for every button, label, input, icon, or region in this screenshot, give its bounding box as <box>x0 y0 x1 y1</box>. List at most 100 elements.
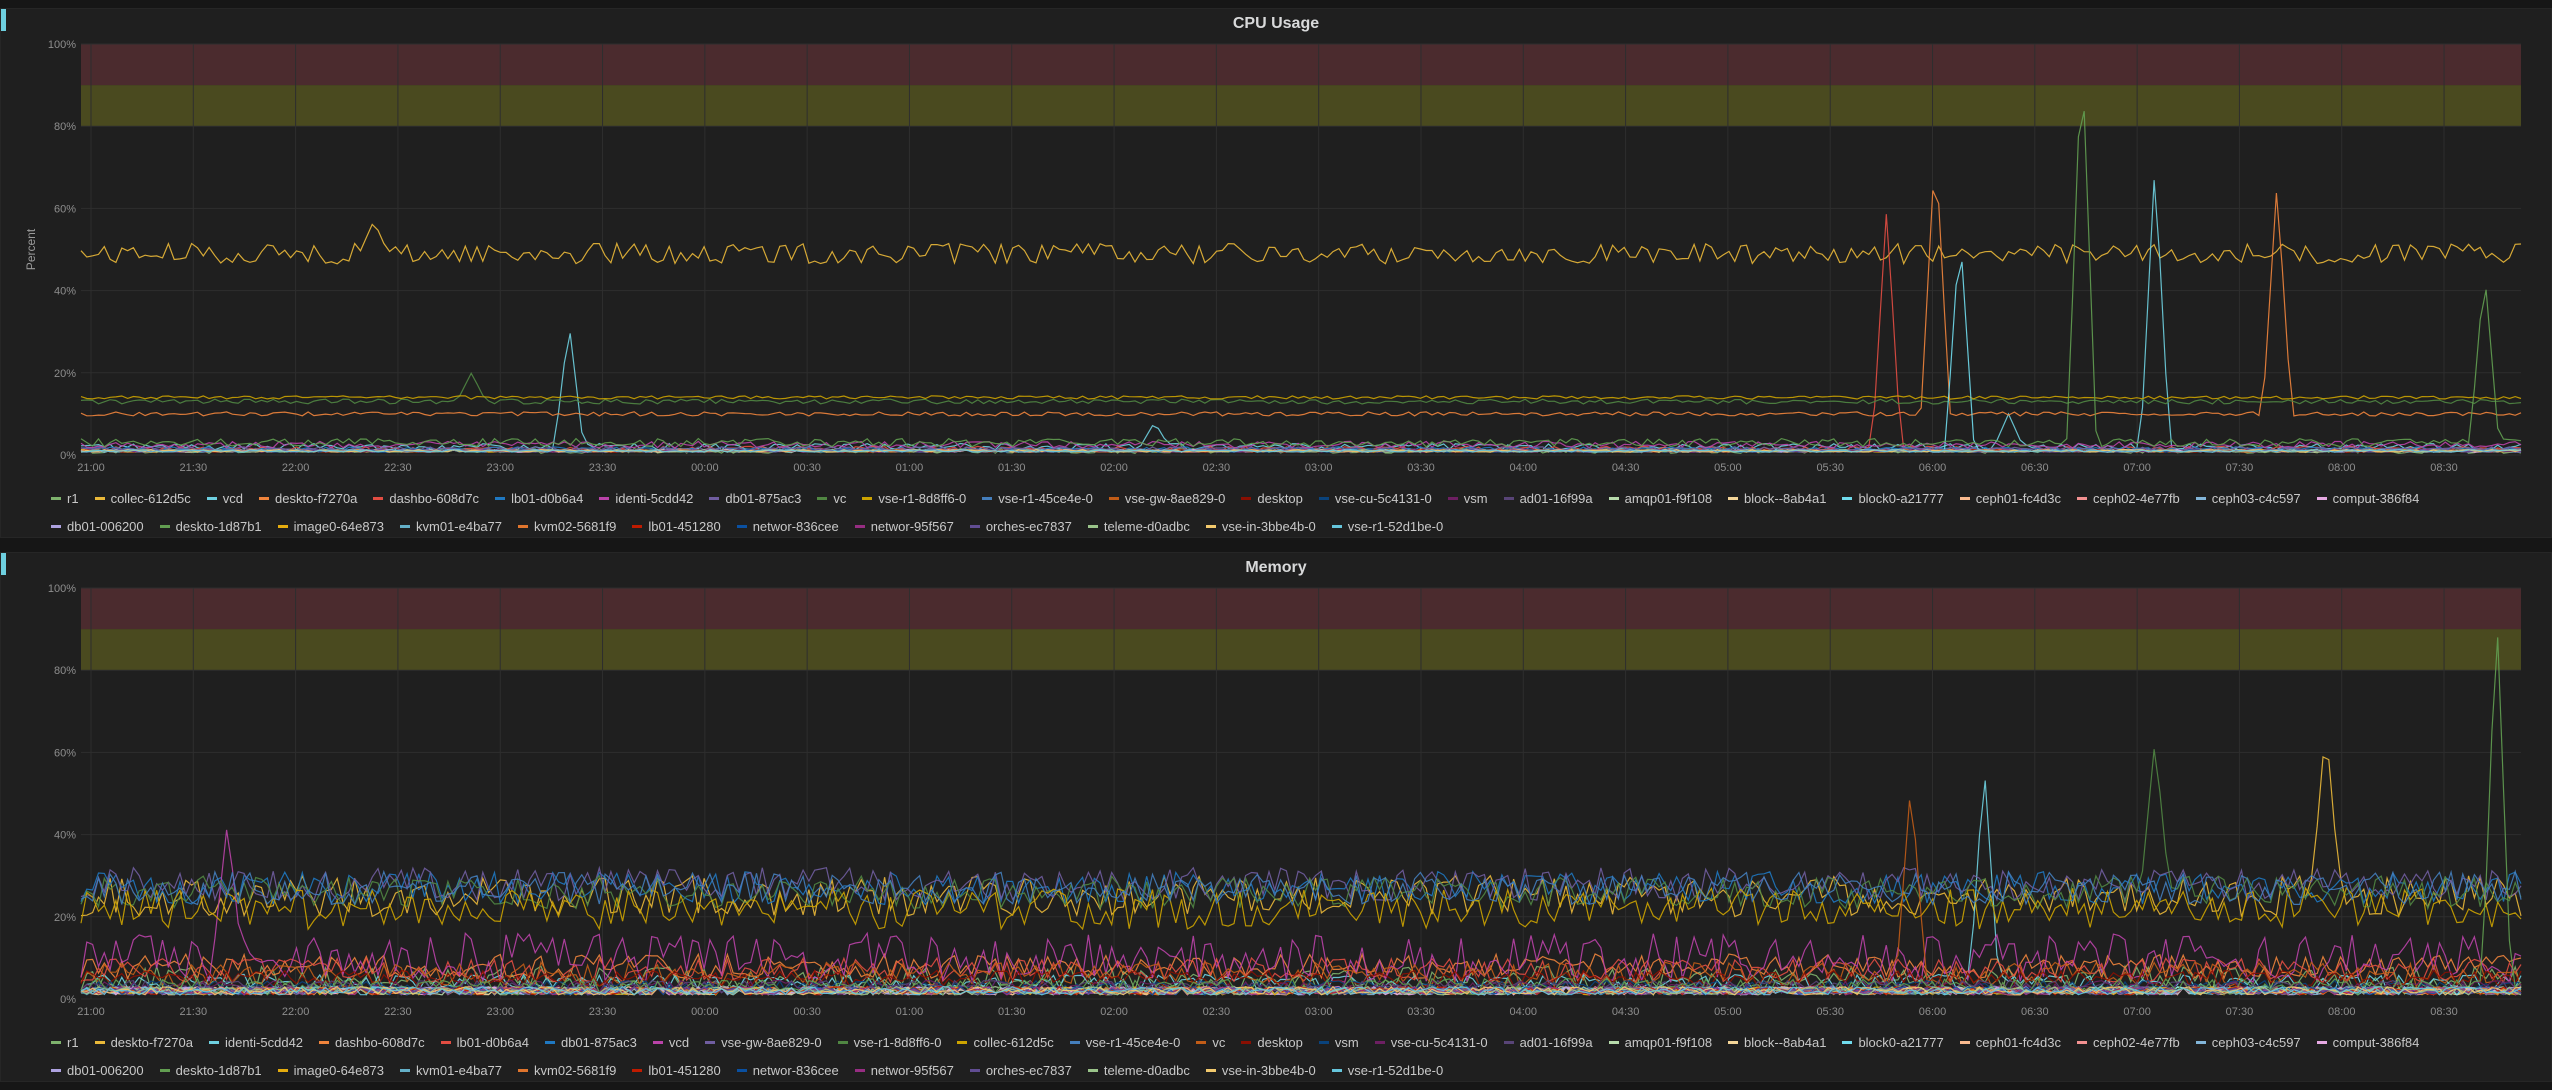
legend-item[interactable]: amqp01-f9f108 <box>1608 1028 1712 1056</box>
legend-item[interactable]: vse-in-3bbe4b-0 <box>1205 512 1316 540</box>
series-line-db01-875ac3[interactable] <box>80 869 2522 906</box>
legend-swatch <box>2077 497 2088 501</box>
series-line-vcd[interactable] <box>80 180 2522 451</box>
legend-item[interactable]: deskto-f7270a <box>259 484 357 512</box>
legend-item[interactable]: dashbo-608d7c <box>319 1028 425 1056</box>
legend-item[interactable]: vse-gw-8ae829-0 <box>1108 484 1225 512</box>
legend-label: lb01-451280 <box>648 519 721 535</box>
legend-item[interactable]: vse-r1-45ce4e-0 <box>1069 1028 1180 1056</box>
panel-title[interactable]: CPU Usage <box>1232 15 1320 32</box>
legend-item[interactable]: teleme-d0adbc <box>1087 512 1190 540</box>
legend-item[interactable]: vse-cu-5c4131-0 <box>1374 1028 1488 1056</box>
legend-item[interactable]: block0-a21777 <box>1842 484 1944 512</box>
series-line-deskto-1d87b1[interactable] <box>80 110 2522 448</box>
legend-item[interactable]: kvm02-5681f9 <box>518 1056 616 1084</box>
legend-item[interactable]: lb01-d0b6a4 <box>495 484 583 512</box>
legend-item[interactable]: identi-5cdd42 <box>208 1028 303 1056</box>
series-line-vc[interactable] <box>80 372 2522 405</box>
legend-item[interactable]: vsm <box>1447 484 1488 512</box>
series-line-desktop[interactable] <box>80 968 2522 988</box>
legend-item[interactable]: desktop <box>1241 484 1303 512</box>
series-line-identi-5cdd42[interactable] <box>80 440 2522 449</box>
series-line-vse-r1-45ce4e-0[interactable] <box>80 869 2522 907</box>
legend-item[interactable]: lb01-451280 <box>632 1056 721 1084</box>
series-line-deskto-f7270a[interactable] <box>80 755 2522 918</box>
memory-chart[interactable]: 0% 20% 40% 60% 80% 100% 21:00 21:30 22:00 22:30 23… <box>1 553 2552 1023</box>
series-line-deskto-1d87b1[interactable] <box>80 637 2522 997</box>
legend-item[interactable]: comput-386f84 <box>2316 484 2419 512</box>
legend-item[interactable]: vse-in-3bbe4b-0 <box>1205 1056 1316 1084</box>
series-line-deskto-f7270a[interactable] <box>80 190 2522 417</box>
legend-item[interactable]: lb01-451280 <box>632 512 721 540</box>
legend-item[interactable]: collec-612d5c <box>957 1028 1054 1056</box>
legend-item[interactable]: networ-95f567 <box>854 512 954 540</box>
series-line-vse-r1-52d1be-0[interactable] <box>80 985 2522 996</box>
series-line-vse-gw-8ae829-0[interactable] <box>80 865 2522 903</box>
legend-item[interactable]: vse-r1-52d1be-0 <box>1331 1056 1444 1084</box>
legend-label: lb01-451280 <box>648 1063 721 1079</box>
legend-item[interactable]: orches-ec7837 <box>969 512 1072 540</box>
legend-item[interactable]: ad01-16f99a <box>1503 484 1593 512</box>
legend-item[interactable]: ceph02-4e77fb <box>2077 484 2180 512</box>
legend-label: vse-r1-45ce4e-0 <box>998 491 1093 507</box>
legend-item[interactable]: db01-006200 <box>51 1056 144 1084</box>
series-line-collec-612d5c[interactable] <box>80 886 2522 931</box>
legend-item[interactable]: vse-cu-5c4131-0 <box>1318 484 1432 512</box>
legend-item[interactable]: r1 <box>51 484 79 512</box>
legend-item[interactable]: ceph01-fc4d3c <box>1959 1028 2061 1056</box>
legend-item[interactable]: db01-875ac3 <box>544 1028 637 1056</box>
legend-item[interactable]: db01-006200 <box>51 512 144 540</box>
series-line-collec-612d5c[interactable] <box>80 223 2522 266</box>
legend-item[interactable]: vc <box>817 484 846 512</box>
legend-item[interactable]: block--8ab4a1 <box>1728 484 1826 512</box>
series-line-vse-in-3bbe4b-0[interactable] <box>80 985 2522 996</box>
legend-item[interactable]: deskto-1d87b1 <box>159 512 262 540</box>
legend-item[interactable]: ceph02-4e77fb <box>2077 1028 2180 1056</box>
legend-item[interactable]: ad01-16f99a <box>1503 1028 1593 1056</box>
series-line-vse-r1-8d8ff6-0[interactable] <box>80 395 2522 400</box>
series-line-vse-r1-52d1be-0[interactable] <box>80 449 2522 453</box>
legend-item[interactable]: networ-836cee <box>736 512 839 540</box>
series-line-vcd[interactable] <box>80 829 2522 984</box>
legend-item[interactable]: networ-95f567 <box>854 1056 954 1084</box>
legend-item[interactable]: vse-r1-8d8ff6-0 <box>862 484 966 512</box>
legend-item[interactable]: comput-386f84 <box>2316 1028 2419 1056</box>
legend-item[interactable]: kvm02-5681f9 <box>518 512 616 540</box>
legend-item[interactable]: image0-64e873 <box>277 1056 384 1084</box>
legend-item[interactable]: kvm01-e4ba77 <box>400 1056 502 1084</box>
legend-item[interactable]: ceph03-c4c597 <box>2195 1028 2301 1056</box>
legend-item[interactable]: image0-64e873 <box>277 512 384 540</box>
legend-item[interactable]: vse-r1-45ce4e-0 <box>982 484 1093 512</box>
legend-item[interactable]: ceph03-c4c597 <box>2195 484 2301 512</box>
legend-item[interactable]: orches-ec7837 <box>969 1056 1072 1084</box>
legend-item[interactable]: identi-5cdd42 <box>599 484 693 512</box>
series-line-db01-875ac3[interactable] <box>80 446 2522 452</box>
legend-item[interactable]: vsm <box>1318 1028 1359 1056</box>
legend-item[interactable]: dashbo-608d7c <box>373 484 479 512</box>
legend-label: vse-r1-52d1be-0 <box>1347 1063 1444 1079</box>
legend-item[interactable]: kvm01-e4ba77 <box>400 512 502 540</box>
legend-item[interactable]: collec-612d5c <box>94 484 191 512</box>
legend-item[interactable]: lb01-d0b6a4 <box>440 1028 529 1056</box>
legend-item[interactable]: block0-a21777 <box>1842 1028 1944 1056</box>
legend-item[interactable]: teleme-d0adbc <box>1087 1056 1190 1084</box>
legend-item[interactable]: desktop <box>1241 1028 1303 1056</box>
legend-item[interactable]: networ-836cee <box>736 1056 839 1084</box>
series-line-dashbo-608d7c[interactable] <box>80 214 2522 452</box>
legend-item[interactable]: ceph01-fc4d3c <box>1959 484 2061 512</box>
panel-title[interactable]: Memory <box>1245 559 1307 576</box>
y-tick-label: 100% <box>48 583 76 595</box>
cpu-usage-chart[interactable]: 0% 20% 40% 60% 80% 100% 21:00 21:30 22:00 22:30 23… <box>1 9 2552 479</box>
legend-item[interactable]: vcd <box>652 1028 689 1056</box>
legend-item[interactable]: db01-875ac3 <box>709 484 801 512</box>
legend-item[interactable]: vcd <box>206 484 243 512</box>
legend-item[interactable]: r1 <box>51 1028 79 1056</box>
legend-item[interactable]: amqp01-f9f108 <box>1608 484 1712 512</box>
legend-item[interactable]: vse-r1-8d8ff6-0 <box>837 1028 941 1056</box>
legend-item[interactable]: deskto-f7270a <box>94 1028 193 1056</box>
legend-item[interactable]: block--8ab4a1 <box>1728 1028 1826 1056</box>
legend-item[interactable]: vc <box>1196 1028 1225 1056</box>
legend-item[interactable]: deskto-1d87b1 <box>159 1056 262 1084</box>
legend-item[interactable]: vse-r1-52d1be-0 <box>1331 512 1443 540</box>
legend-item[interactable]: vse-gw-8ae829-0 <box>705 1028 822 1056</box>
